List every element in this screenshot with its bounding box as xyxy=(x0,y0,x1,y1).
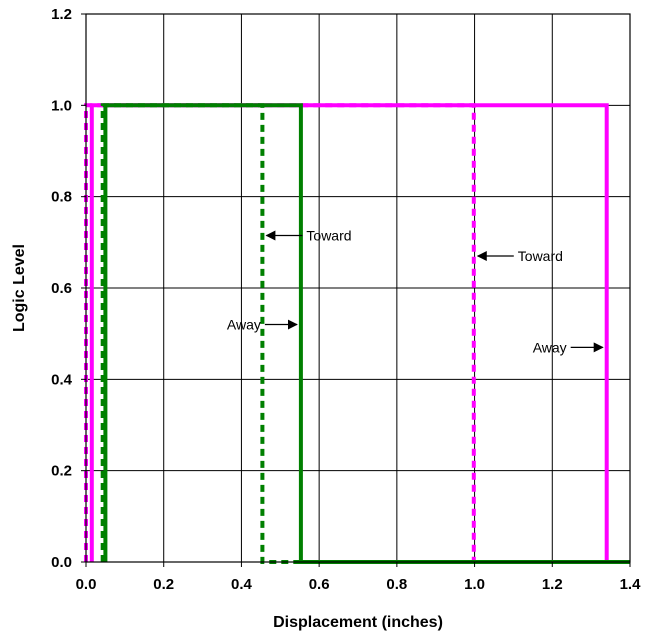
tick-labels: 0.0 0.2 0.4 0.6 0.8 1.0 1.2 1.4 0.0 0.2 0.4 0.6 0.8 1… xyxy=(51,6,641,593)
y-tick-label: 1.0 xyxy=(51,97,72,114)
x-tick-label: 0.2 xyxy=(153,576,174,593)
series-line-1 xyxy=(89,103,630,564)
series-line-4 xyxy=(100,103,630,564)
annotation-label: Away xyxy=(533,339,567,355)
annotation: Toward xyxy=(265,227,352,243)
y-tick-label: 0.4 xyxy=(51,371,73,388)
y-tick-label: 0.8 xyxy=(51,189,72,206)
series-layer xyxy=(84,103,630,564)
x-tick-label: 1.4 xyxy=(620,576,642,593)
x-tick-label: 1.0 xyxy=(464,576,485,593)
y-tick-label: 0.2 xyxy=(51,463,72,480)
x-tick-label: 0.8 xyxy=(386,576,407,593)
annotation-label: Toward xyxy=(518,248,563,264)
x-axis-title: Displacement (inches) xyxy=(273,614,443,631)
y-tick-label: 0.0 xyxy=(51,554,72,571)
annotations: Toward Away Toward Away xyxy=(227,227,604,355)
annotation: Away xyxy=(227,317,298,333)
y-tick-label: 1.2 xyxy=(51,6,72,23)
annotation-label: Away xyxy=(227,317,261,333)
y-tick-label: 0.6 xyxy=(51,280,72,297)
x-tick-label: 0.4 xyxy=(231,576,253,593)
x-tick-label: 0.6 xyxy=(309,576,330,593)
x-tick-label: 0.0 xyxy=(76,576,97,593)
annotation: Toward xyxy=(476,248,563,264)
x-tick-label: 1.2 xyxy=(542,576,563,593)
y-axis-title: Logic Level xyxy=(11,244,28,332)
grid xyxy=(85,13,631,563)
series-line-3 xyxy=(103,103,630,564)
series-line-2 xyxy=(84,103,630,564)
annotation: Away xyxy=(533,339,604,355)
annotation-label: Toward xyxy=(306,227,351,243)
